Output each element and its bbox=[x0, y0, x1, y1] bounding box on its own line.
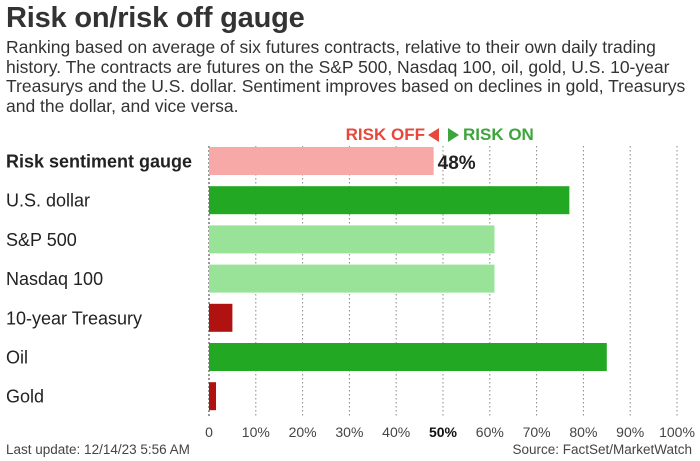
x-tick-label: 60% bbox=[476, 424, 504, 440]
risk-off-label: RISK OFF bbox=[345, 125, 425, 144]
category-label: S&P 500 bbox=[6, 230, 77, 250]
bar bbox=[209, 264, 495, 293]
x-tick-label: 50% bbox=[429, 424, 458, 440]
risk-on-label: RISK ON bbox=[463, 125, 534, 144]
x-tick-label: 10% bbox=[242, 424, 270, 440]
category-label: 10-year Treasury bbox=[6, 308, 142, 328]
chart-title: Risk on/risk off gauge bbox=[6, 2, 305, 34]
x-tick-label: 70% bbox=[523, 424, 551, 440]
x-tick-label: 20% bbox=[289, 424, 317, 440]
category-label: Gold bbox=[6, 387, 44, 407]
bar bbox=[209, 147, 434, 175]
x-tick-label: 80% bbox=[569, 424, 597, 440]
arrow-left-icon bbox=[428, 128, 439, 142]
x-tick-label: 40% bbox=[382, 424, 410, 440]
category-label: Oil bbox=[6, 348, 28, 368]
x-tick-label: 100% bbox=[659, 424, 695, 440]
bar bbox=[209, 382, 217, 411]
arrow-right-icon bbox=[448, 128, 459, 142]
category-label: Risk sentiment gauge bbox=[6, 152, 192, 172]
x-tick-label: 30% bbox=[335, 424, 363, 440]
category-label: Nasdaq 100 bbox=[6, 269, 103, 289]
last-update: Last update: 12/14/23 5:56 AM bbox=[6, 442, 190, 457]
source-note: Source: FactSet/MarketWatch bbox=[512, 442, 692, 457]
bar bbox=[209, 343, 607, 371]
value-label: 48% bbox=[438, 153, 476, 174]
category-label: U.S. dollar bbox=[6, 191, 90, 211]
chart-subtitle: Ranking based on average of six futures … bbox=[6, 37, 686, 116]
bar bbox=[209, 225, 495, 254]
x-tick-label: 90% bbox=[616, 424, 644, 440]
risk-legend: RISK OFF RISK ON bbox=[0, 124, 700, 146]
bar bbox=[209, 186, 570, 215]
x-tick-label: 0 bbox=[205, 424, 213, 440]
bar bbox=[209, 303, 233, 332]
